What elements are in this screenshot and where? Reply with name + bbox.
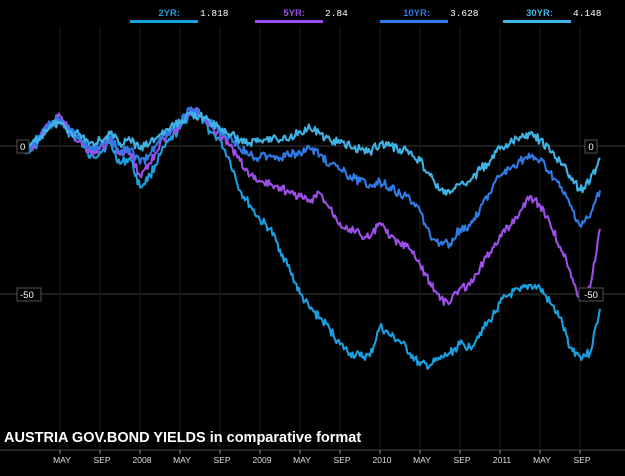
x-tick-label: 2009 <box>253 455 272 465</box>
legend-item: 10YR: 3.628 <box>380 8 479 23</box>
x-tick-label: MAY <box>533 455 551 465</box>
legend-name: 10YR: <box>403 8 430 19</box>
x-tick-label: SEP <box>453 455 470 465</box>
series-line-10yr <box>19 106 602 249</box>
y-label-right-box <box>584 139 598 154</box>
chart-title: AUSTRIA GOV.BOND YIELDS in comparative f… <box>4 430 362 446</box>
legend: 2YR: 1.818 5YR: 2.84 10YR: 3.628 30YR: 4.148 <box>130 8 602 23</box>
x-tick-label: SEP <box>573 455 590 465</box>
x-tick-label: MAY <box>293 455 311 465</box>
legend-name: 30YR: <box>526 8 553 19</box>
series-layer <box>18 106 602 370</box>
x-tick-label: 2011 <box>493 455 512 465</box>
y-label-right-text: 0 <box>588 142 593 153</box>
x-tick-label: 2008 <box>133 455 152 465</box>
legend-name: 5YR: <box>283 8 305 19</box>
x-tick-label: SEP <box>213 455 230 465</box>
y-label-left-box <box>16 139 30 154</box>
y-label-left-text: 0 <box>20 142 25 153</box>
y-axis-labels: 0 -50 0 -50 <box>16 139 604 302</box>
x-tick-label: SEP <box>93 455 110 465</box>
legend-item: 30YR: 4.148 <box>503 8 602 23</box>
x-axis: MAY SEP 2008 MAY SEP 2009 MAY SEP 2010 MAY SEP 2011… <box>0 449 625 465</box>
legend-value: 2.84 <box>325 8 348 19</box>
x-tick-label: 2010 <box>373 455 392 465</box>
x-tick-label: MAY <box>173 455 191 465</box>
x-tick-label: MAY <box>53 455 71 465</box>
legend-item: 5YR: 2.84 <box>255 8 348 23</box>
y-label-left: 0 <box>16 139 30 154</box>
series-line-5yr <box>19 106 602 306</box>
legend-swatch <box>380 20 448 23</box>
legend-value: 4.148 <box>573 8 602 19</box>
x-tick-label: MAY <box>413 455 431 465</box>
legend-swatch <box>130 20 198 23</box>
y-label-right: 0 <box>584 139 598 154</box>
series-line-30yr <box>19 111 601 196</box>
legend-swatch <box>503 20 571 23</box>
series-line-2yr <box>18 111 602 370</box>
y-label-left: -50 <box>16 287 42 302</box>
legend-name: 2YR: <box>158 8 180 19</box>
legend-item: 2YR: 1.818 <box>130 8 229 23</box>
legend-value: 1.818 <box>200 8 229 19</box>
y-label-right-text: -50 <box>584 290 598 301</box>
y-label-right: -50 <box>578 287 604 302</box>
x-tick-label: SEP <box>333 455 350 465</box>
legend-swatch <box>255 20 323 23</box>
y-label-right-box <box>578 287 604 302</box>
y-label-left-text: -50 <box>20 290 34 301</box>
y-label-left-box <box>16 287 42 302</box>
legend-value: 3.628 <box>450 8 479 19</box>
